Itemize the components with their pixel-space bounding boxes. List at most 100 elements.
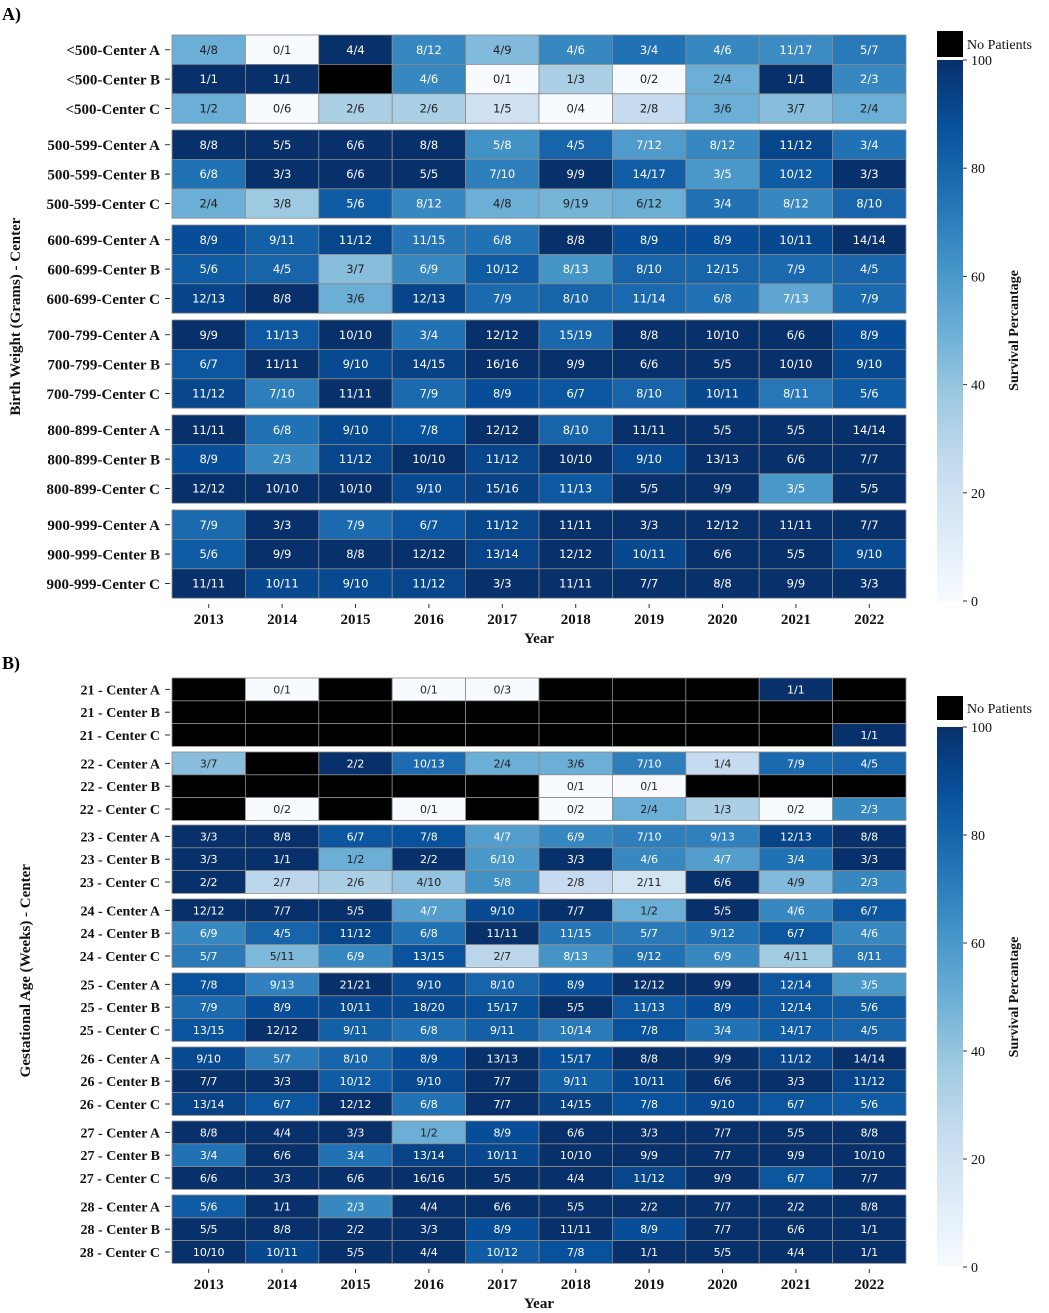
cell-label: 3/3 [860, 167, 879, 181]
cell-label: 7/7 [493, 1098, 511, 1111]
cell-label: 5/8 [493, 876, 511, 889]
heatmap-cell [244, 443, 320, 475]
cell-label: 11/11 [559, 577, 592, 591]
cell-label: 6/6 [787, 328, 806, 342]
cell-label: 11/15 [412, 233, 445, 247]
cell-label: 1/3 [714, 803, 732, 816]
cell-label: 8/8 [860, 1126, 878, 1139]
heatmap-cell [612, 224, 687, 255]
cell-label: 3/7 [787, 102, 806, 116]
row-label: <500-Center A [66, 43, 160, 59]
row-label: 800-899-Center A [47, 423, 160, 439]
cell-label: 9/11 [563, 1075, 588, 1088]
cell-label: 7/8 [640, 1098, 658, 1111]
cell-label: 4/5 [860, 757, 878, 770]
cell-label: 6/10 [490, 853, 515, 866]
cell-label: 7/8 [420, 423, 439, 437]
cell-label: 8/12 [710, 138, 736, 152]
cell-label: 3/3 [787, 1075, 805, 1088]
heatmap-cell [244, 158, 320, 190]
row-label: 26 - Center C [80, 1098, 160, 1113]
heatmap-cell [244, 319, 320, 350]
cell-label: 9/10 [343, 423, 369, 437]
x-tick-label: 2022 [854, 1277, 884, 1293]
cell-label: 5/6 [860, 1098, 878, 1111]
heatmap-cell [171, 443, 246, 475]
heatmap-cell [612, 539, 687, 570]
cell-label: 7/10 [637, 757, 662, 770]
heatmap-cell [244, 34, 320, 65]
colorbar-label: Survival Percantage [1007, 270, 1022, 391]
heatmap-cell [171, 414, 246, 445]
cell-label: 2/8 [640, 102, 659, 116]
x-tick-label: 2016 [414, 612, 445, 628]
cell-label: 0/6 [273, 102, 292, 116]
cell-label: 1/1 [860, 729, 878, 742]
cell-label: 7/7 [714, 1126, 732, 1139]
cell-label: 7/9 [493, 292, 512, 306]
cell-label: 7/7 [860, 518, 879, 532]
row-label: 700-799-Center C [47, 387, 160, 403]
heatmap-cell [244, 568, 320, 599]
cell-label: 6/9 [567, 830, 585, 843]
cell-label: 12/12 [486, 328, 519, 342]
heatmap-cell [685, 319, 760, 350]
heatmap-cell [612, 283, 687, 314]
cell-label: 9/10 [416, 482, 442, 496]
row-label: 24 - Center A [81, 904, 161, 919]
cell-label: 10/12 [486, 262, 519, 276]
cell-label: 7/7 [860, 452, 879, 466]
cell-label: 2/2 [787, 1200, 805, 1213]
cell-label: 8/8 [420, 138, 439, 152]
cell-label: 10/12 [779, 167, 812, 181]
cell-label: 6/6 [200, 1172, 218, 1185]
heatmap-cell [244, 129, 320, 160]
heatmap-cell [685, 700, 760, 724]
heatmap-cell [758, 188, 834, 219]
cell-label: 9/11 [343, 1024, 368, 1037]
cell-label: 3/4 [347, 1149, 365, 1162]
cell-label: 14/14 [853, 423, 886, 437]
colorbar [937, 60, 963, 601]
heatmap-cell [612, 414, 687, 445]
x-axis-label: Year [524, 1296, 554, 1312]
cell-label: 12/12 [193, 904, 225, 917]
heatmap-cell [244, 64, 320, 95]
cell-label: 10/10 [560, 1149, 592, 1162]
panel-b: B) 21 - Center A 0/1 0/1 0/3 1/1 21 - Center B… [2, 653, 1032, 1312]
cell-label: 11/12 [339, 233, 372, 247]
cell-label: 4/6 [566, 43, 585, 57]
cell-label: 14/15 [412, 357, 445, 371]
cell-label: 11/11 [192, 423, 225, 437]
x-tick-label: 2020 [708, 612, 738, 628]
cell-label: 8/8 [273, 1223, 291, 1236]
cell-label: 5/5 [567, 1001, 585, 1014]
cell-label: 8/10 [563, 423, 589, 437]
cell-label: 7/9 [346, 518, 365, 532]
cell-label: 10/13 [413, 757, 445, 770]
heatmap-cell [465, 129, 540, 160]
cell-label: 7/8 [640, 1024, 658, 1037]
cell-label: 8/9 [199, 452, 218, 466]
cell-label: 8/9 [640, 233, 659, 247]
heatmap-cell [832, 1018, 907, 1042]
cell-label: 2/3 [347, 1200, 365, 1213]
cell-label: 10/11 [266, 577, 299, 591]
cell-label: 2/2 [347, 757, 365, 770]
heatmap-cell [244, 378, 320, 409]
cell-label: 3/4 [420, 328, 439, 342]
heatmap-cell [318, 158, 393, 190]
heatmap-cell [758, 473, 834, 504]
cell-label: 12/12 [192, 482, 225, 496]
heatmap-cell [538, 677, 613, 702]
colorbar-tick-label: 100 [971, 54, 992, 69]
x-axis-label: Year [524, 631, 554, 647]
cell-label: 10/11 [706, 387, 739, 401]
cell-label: 8/10 [636, 387, 662, 401]
cell-label: 13/14 [193, 1098, 225, 1111]
row-label: 500-599-Center B [47, 167, 160, 183]
cell-label: 3/8 [273, 197, 292, 211]
heatmap-cell [538, 93, 613, 124]
heatmap-cell [465, 700, 540, 724]
